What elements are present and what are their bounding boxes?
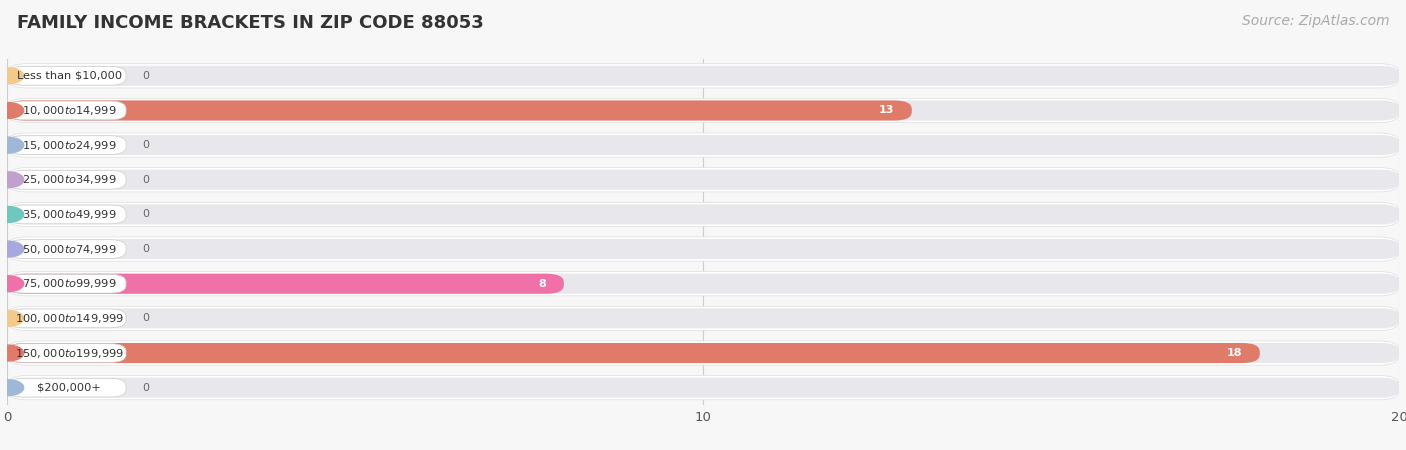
- FancyBboxPatch shape: [7, 170, 1399, 190]
- FancyBboxPatch shape: [7, 171, 127, 189]
- FancyBboxPatch shape: [7, 274, 564, 294]
- FancyBboxPatch shape: [7, 204, 1399, 225]
- Circle shape: [0, 310, 24, 326]
- FancyBboxPatch shape: [7, 344, 127, 362]
- FancyBboxPatch shape: [7, 67, 127, 85]
- FancyBboxPatch shape: [7, 205, 127, 224]
- Circle shape: [0, 103, 24, 118]
- Text: 0: 0: [143, 209, 150, 220]
- Text: 0: 0: [143, 244, 150, 254]
- Text: FAMILY INCOME BRACKETS IN ZIP CODE 88053: FAMILY INCOME BRACKETS IN ZIP CODE 88053: [17, 14, 484, 32]
- FancyBboxPatch shape: [7, 202, 1399, 226]
- Text: Less than $10,000: Less than $10,000: [17, 71, 122, 81]
- FancyBboxPatch shape: [7, 308, 1399, 328]
- FancyBboxPatch shape: [7, 135, 1399, 155]
- FancyBboxPatch shape: [7, 99, 1399, 122]
- Text: $50,000 to $74,999: $50,000 to $74,999: [22, 243, 117, 256]
- FancyBboxPatch shape: [7, 237, 1399, 261]
- Text: $10,000 to $14,999: $10,000 to $14,999: [22, 104, 117, 117]
- FancyBboxPatch shape: [7, 136, 127, 154]
- FancyBboxPatch shape: [7, 378, 1399, 398]
- Text: $15,000 to $24,999: $15,000 to $24,999: [22, 139, 117, 152]
- FancyBboxPatch shape: [7, 378, 127, 397]
- FancyBboxPatch shape: [7, 309, 127, 328]
- Circle shape: [0, 380, 24, 396]
- Text: $150,000 to $199,999: $150,000 to $199,999: [14, 346, 124, 360]
- Circle shape: [0, 68, 24, 84]
- Text: 13: 13: [879, 105, 894, 116]
- Text: 0: 0: [143, 140, 150, 150]
- FancyBboxPatch shape: [7, 272, 1399, 296]
- FancyBboxPatch shape: [7, 133, 1399, 157]
- Text: $100,000 to $149,999: $100,000 to $149,999: [14, 312, 124, 325]
- Text: 0: 0: [143, 313, 150, 324]
- FancyBboxPatch shape: [7, 239, 1399, 259]
- FancyBboxPatch shape: [7, 274, 127, 293]
- Circle shape: [0, 172, 24, 188]
- FancyBboxPatch shape: [7, 306, 1399, 330]
- Circle shape: [0, 207, 24, 222]
- Text: 18: 18: [1227, 348, 1243, 358]
- Text: $75,000 to $99,999: $75,000 to $99,999: [22, 277, 117, 290]
- Text: 0: 0: [143, 175, 150, 185]
- FancyBboxPatch shape: [7, 274, 1399, 294]
- FancyBboxPatch shape: [7, 100, 1399, 121]
- FancyBboxPatch shape: [7, 168, 1399, 192]
- FancyBboxPatch shape: [7, 376, 1399, 400]
- FancyBboxPatch shape: [7, 101, 127, 120]
- Text: 0: 0: [143, 71, 150, 81]
- Text: $200,000+: $200,000+: [38, 382, 101, 393]
- FancyBboxPatch shape: [7, 64, 1399, 88]
- Circle shape: [0, 345, 24, 361]
- FancyBboxPatch shape: [7, 100, 912, 121]
- Circle shape: [0, 276, 24, 292]
- FancyBboxPatch shape: [7, 341, 1399, 365]
- Text: Source: ZipAtlas.com: Source: ZipAtlas.com: [1241, 14, 1389, 27]
- FancyBboxPatch shape: [7, 66, 1399, 86]
- Text: $25,000 to $34,999: $25,000 to $34,999: [22, 173, 117, 186]
- Text: 0: 0: [143, 382, 150, 393]
- Text: $35,000 to $49,999: $35,000 to $49,999: [22, 208, 117, 221]
- FancyBboxPatch shape: [7, 240, 127, 258]
- Circle shape: [0, 241, 24, 257]
- Circle shape: [0, 137, 24, 153]
- FancyBboxPatch shape: [7, 343, 1399, 363]
- FancyBboxPatch shape: [7, 343, 1260, 363]
- Text: 8: 8: [538, 279, 547, 289]
